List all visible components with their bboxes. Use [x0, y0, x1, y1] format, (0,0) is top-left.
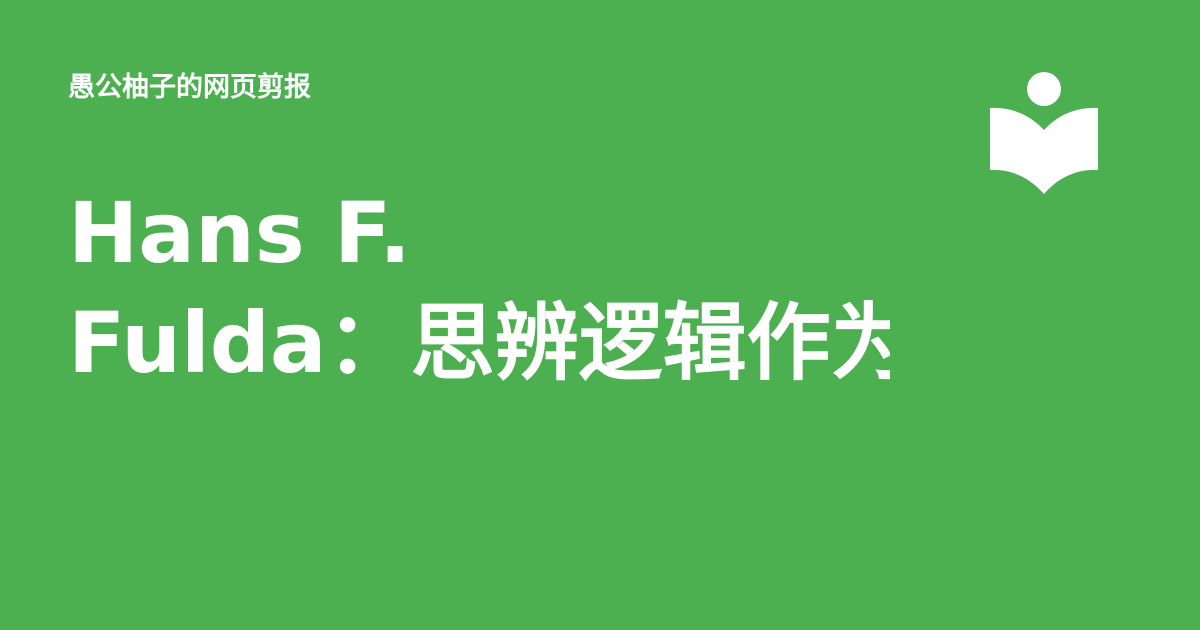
reader-book-icon	[990, 72, 1098, 194]
open-book-icon	[990, 107, 1098, 194]
reader-head-icon	[1027, 72, 1061, 106]
page-title: Hans F. Fulda：思辨逻辑作为	[68, 178, 890, 398]
title-line-2: Fulda：思辨逻辑作为	[68, 294, 890, 392]
site-name: 愚公柚子的网页剪报	[68, 72, 311, 103]
title-container: Hans F. Fulda：思辨逻辑作为	[68, 178, 890, 398]
title-line-1: Hans F.	[68, 184, 411, 282]
